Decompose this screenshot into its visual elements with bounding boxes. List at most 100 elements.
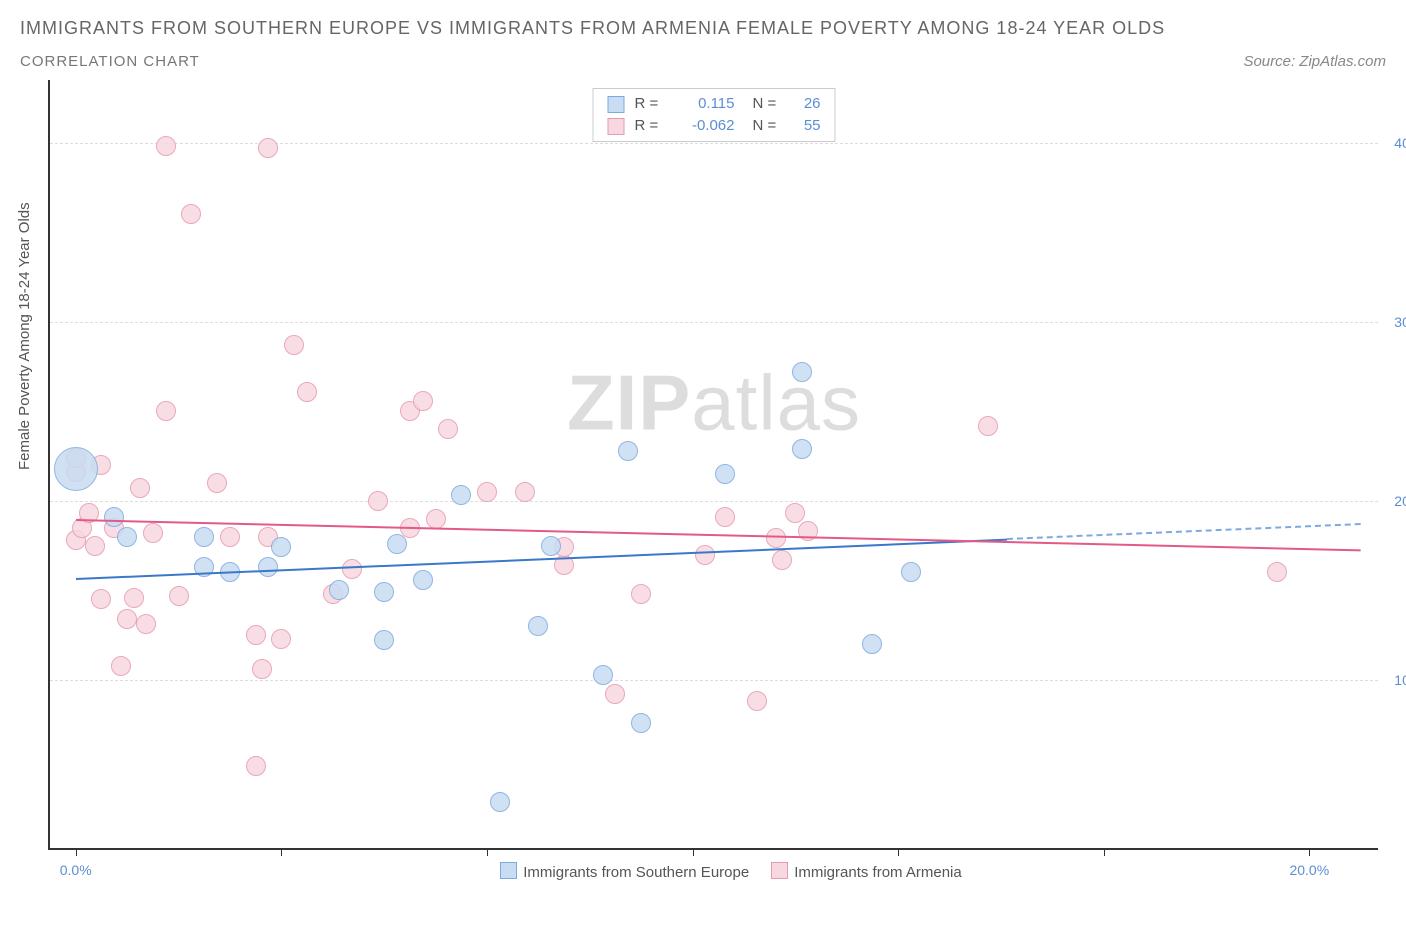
data-point [374,582,394,602]
data-point [490,792,510,812]
legend-n-value: 55 [793,115,821,137]
data-point [593,665,613,685]
y-axis-label: Female Poverty Among 18-24 Year Olds [16,202,33,470]
data-point [297,382,317,402]
y-tick-label: 10.0% [1394,672,1406,688]
data-point [541,536,561,556]
x-tick [898,848,899,856]
legend-series-label: Immigrants from Armenia [794,864,962,881]
series-legend: Immigrants from Southern Europe Immigrant… [48,862,1392,881]
y-tick-label: 20.0% [1394,493,1406,509]
data-point [374,630,394,650]
data-point [136,614,156,634]
data-point [862,634,882,654]
legend-row: R = 0.115 N = 26 [608,93,821,115]
x-tick [487,848,488,856]
data-point [413,391,433,411]
scatter-plot: ZIPatlas R =0.115N =26R =-0.062N =55 10.… [48,80,1378,850]
source-label: Source: ZipAtlas.com [1243,53,1386,70]
x-tick [281,848,282,856]
data-point [715,507,735,527]
data-point [766,528,786,548]
data-point [342,559,362,579]
grid-line [50,322,1378,323]
data-point [130,478,150,498]
data-point [978,416,998,436]
grid-line [50,680,1378,681]
data-point [792,439,812,459]
data-point [368,491,388,511]
data-point [715,464,735,484]
data-point [631,584,651,604]
data-point [271,629,291,649]
data-point [181,204,201,224]
data-point [901,562,921,582]
data-point [156,136,176,156]
chart-subtitle: CORRELATION CHART [20,53,200,70]
data-point [451,485,471,505]
x-tick [1104,848,1105,856]
x-tick-label: 0.0% [60,862,92,878]
correlation-legend: R = 0.115 N = 26 R = -0.062 N = 55 [593,88,836,142]
data-point [91,589,111,609]
legend-r-value: -0.062 [675,115,735,137]
x-tick-label: 20.0% [1289,862,1329,878]
data-point [747,691,767,711]
legend-r-value: 0.115 [675,93,735,115]
data-point [258,138,278,158]
legend-swatch-icon [771,862,788,879]
data-point [54,447,98,491]
data-point [792,362,812,382]
data-point [605,684,625,704]
data-point [156,401,176,421]
chart-title: IMMIGRANTS FROM SOUTHERN EUROPE VS IMMIG… [20,18,1386,39]
legend-series-label: Immigrants from Southern Europe [523,864,749,881]
data-point [124,588,144,608]
data-point [631,713,651,733]
data-point [252,659,272,679]
legend-swatch-icon [608,118,625,135]
data-point [785,503,805,523]
legend-swatch-icon [500,862,517,879]
data-point [104,507,124,527]
legend-n-value: 26 [793,93,821,115]
data-point [111,656,131,676]
data-point [207,473,227,493]
y-tick-label: 30.0% [1394,314,1406,330]
data-point [117,527,137,547]
data-point [438,419,458,439]
legend-row: R = -0.062 N = 55 [608,115,821,137]
data-point [85,536,105,556]
data-point [194,527,214,547]
grid-line [50,501,1378,502]
data-point [426,509,446,529]
data-point [772,550,792,570]
legend-n-label: N = [753,93,783,115]
legend-r-label: R = [635,115,665,137]
data-point [329,580,349,600]
data-point [528,616,548,636]
data-point [1267,562,1287,582]
data-point [618,441,638,461]
data-point [117,609,137,629]
data-point [271,537,291,557]
data-point [284,335,304,355]
x-tick [76,848,77,856]
data-point [515,482,535,502]
grid-line [50,143,1378,144]
data-point [220,527,240,547]
x-tick [693,848,694,856]
data-point [143,523,163,543]
legend-swatch-icon [608,96,625,113]
data-point [258,557,278,577]
legend-r-label: R = [635,93,665,115]
data-point [477,482,497,502]
data-point [695,545,715,565]
legend-n-label: N = [753,115,783,137]
y-tick-label: 40.0% [1394,135,1406,151]
trend-line [1007,523,1360,540]
data-point [246,756,266,776]
x-tick [1309,848,1310,856]
data-point [169,586,189,606]
data-point [246,625,266,645]
